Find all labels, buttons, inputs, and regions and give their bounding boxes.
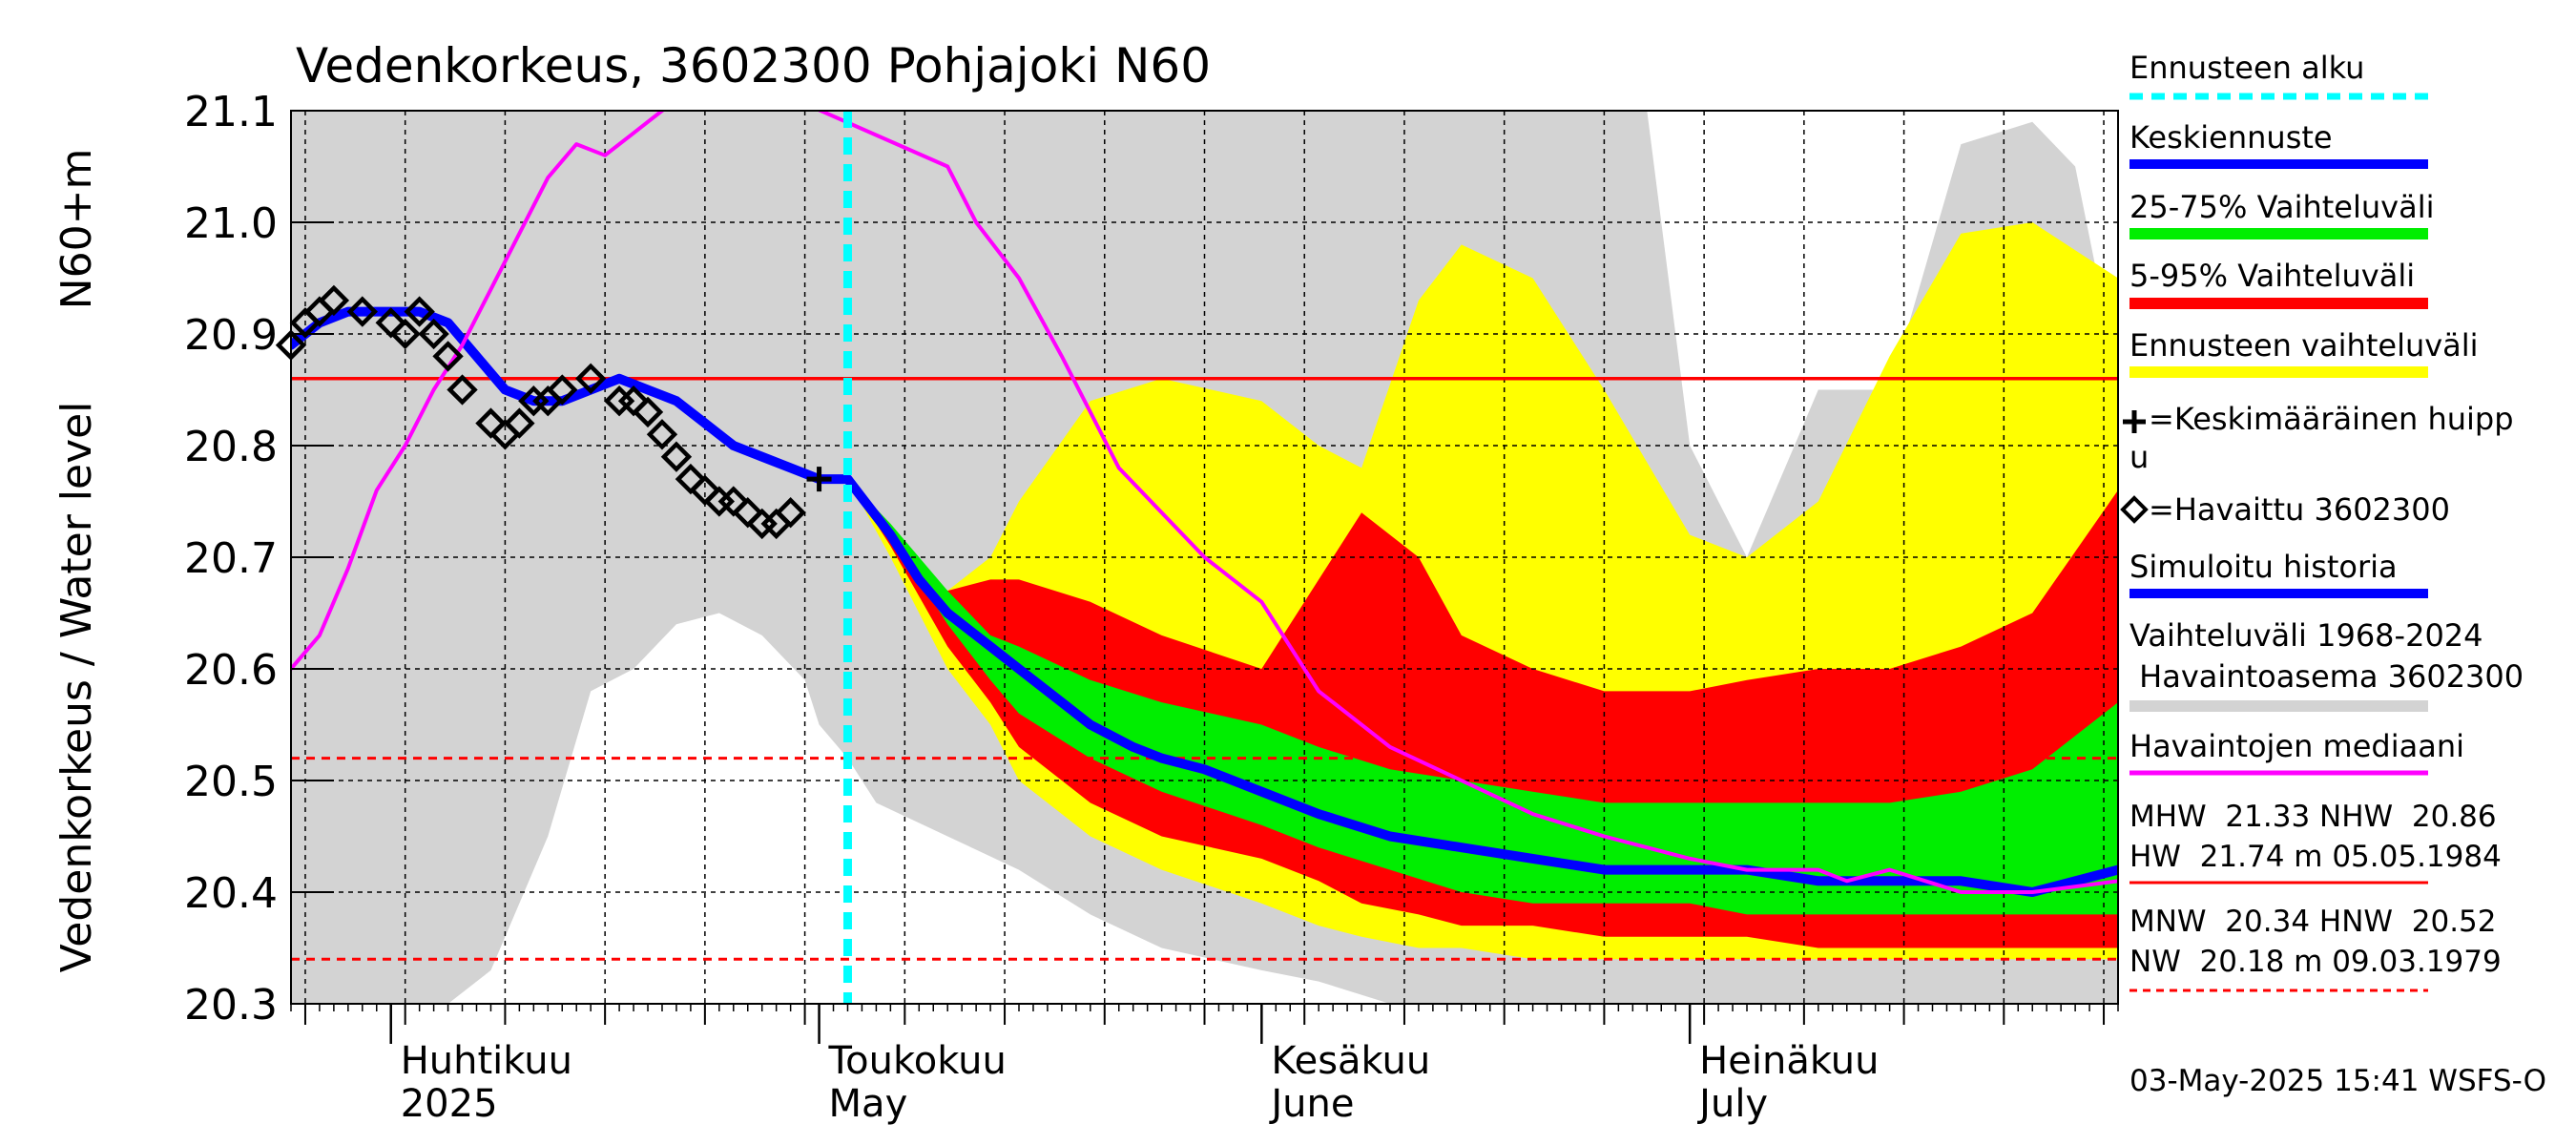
legend-plus-icon xyxy=(2123,410,2146,433)
legend-diamond-icon xyxy=(2120,495,2149,524)
observed-point xyxy=(675,463,707,495)
y-tick-label: 20.5 xyxy=(184,758,278,806)
observed-point xyxy=(504,407,535,439)
observed-point xyxy=(632,396,664,428)
x-month-label: Huhtikuu xyxy=(401,1039,572,1083)
band-25-75-vaihteluv-li xyxy=(847,479,2118,915)
legend-range-25-75-label: 25-75% Vaihteluväli xyxy=(2129,189,2434,225)
line-havaintojen-mediaani xyxy=(291,111,2118,894)
legend-median-label: Havaintojen mediaani xyxy=(2129,728,2464,764)
y-tick-label: 20.9 xyxy=(184,311,278,360)
observed-point xyxy=(432,341,464,372)
observed-point xyxy=(775,497,806,529)
line-simuloitu-historia xyxy=(291,306,853,485)
legend-forecast-range-label: Ennusteen vaihteluväli xyxy=(2129,327,2479,364)
x-month-sublabel: 2025 xyxy=(401,1082,498,1126)
y-axis: 20.3 20.4 20.5 20.6 20.7 20.8 20.9 21.0 21.1 xyxy=(184,88,334,1030)
y-tick-label: 20.7 xyxy=(184,534,278,583)
observed-point xyxy=(475,407,507,439)
observed-point xyxy=(375,307,406,339)
observed-point xyxy=(617,385,650,417)
y-tick-label: 20.6 xyxy=(184,646,278,695)
observed-point xyxy=(717,486,749,517)
x-month-sublabel: July xyxy=(1696,1082,1768,1126)
x-month-sublabel: June xyxy=(1268,1082,1354,1126)
y-tick-label: 21.1 xyxy=(184,88,278,136)
observed-point xyxy=(547,374,578,406)
plot-area xyxy=(275,110,2119,1005)
mean-peak-point xyxy=(806,467,832,492)
legend-mean-peak-label-cont: u xyxy=(2129,439,2149,475)
observed-point xyxy=(646,419,678,450)
observed-point xyxy=(689,474,721,506)
x-month-label: Kesäkuu xyxy=(1271,1039,1430,1083)
stats-low-line1: MNW 20.34 HNW 20.52 xyxy=(2129,905,2497,939)
y-tick-label: 20.3 xyxy=(184,981,278,1030)
observed-point xyxy=(574,363,607,394)
observed-point xyxy=(346,296,378,327)
y-tick-label: 21.0 xyxy=(184,199,278,248)
legend-forecast-start-label: Ennusteen alku xyxy=(2129,50,2364,86)
stats-high-line2: HW 21.74 m 05.05.1984 xyxy=(2129,840,2502,874)
legend-mean-peak-label: =Keskimääräinen huipp xyxy=(2149,401,2514,437)
stats-low-line2: NW 20.18 m 09.03.1979 xyxy=(2129,945,2502,979)
observed-point xyxy=(447,374,478,406)
stats-high-line1: MHW 21.33 NHW 20.86 xyxy=(2129,800,2497,834)
footer-timestamp: 03-May-2025 15:41 WSFS-O xyxy=(2129,1064,2546,1098)
legend-hist-range-label: Vaihteluväli 1968-2024 xyxy=(2129,617,2483,654)
x-month-sublabel: May xyxy=(829,1082,908,1126)
reference-lines xyxy=(291,377,2118,961)
legend-simulated-label: Simuloitu historia xyxy=(2129,549,2398,585)
y-tick-label: 20.4 xyxy=(184,869,278,918)
observed-point xyxy=(732,497,763,529)
legend-mean-forecast-label: Keskiennuste xyxy=(2129,119,2333,156)
observed-point xyxy=(404,296,435,327)
legend-hist-range-label-cont: Havaintoasema 3602300 xyxy=(2129,658,2524,695)
series-lines xyxy=(291,111,2118,1004)
observed-point xyxy=(418,318,449,350)
y-tick-label: 20.8 xyxy=(184,423,278,471)
x-month-label: Heinäkuu xyxy=(1699,1039,1879,1083)
observation-markers xyxy=(275,284,832,540)
y-axis-label: Vedenkorkeus / Water level xyxy=(52,402,101,973)
legend-observed-label: =Havaittu 3602300 xyxy=(2149,491,2450,528)
observed-point xyxy=(318,284,350,317)
legend-range-5-95-label: 5-95% Vaihteluväli xyxy=(2129,258,2415,294)
grid xyxy=(291,110,2118,1005)
y-axis-unit: N60+m xyxy=(52,149,101,310)
x-month-label: Toukokuu xyxy=(828,1039,1007,1083)
legend: Ennusteen alku Keskiennuste 25-75% Vaiht… xyxy=(2120,50,2524,992)
observed-point xyxy=(660,441,693,472)
observed-point xyxy=(389,318,421,350)
line-keskiennuste xyxy=(842,474,2118,897)
chart-title: Vedenkorkeus, 3602300 Pohjajoki N60 xyxy=(296,38,1211,94)
